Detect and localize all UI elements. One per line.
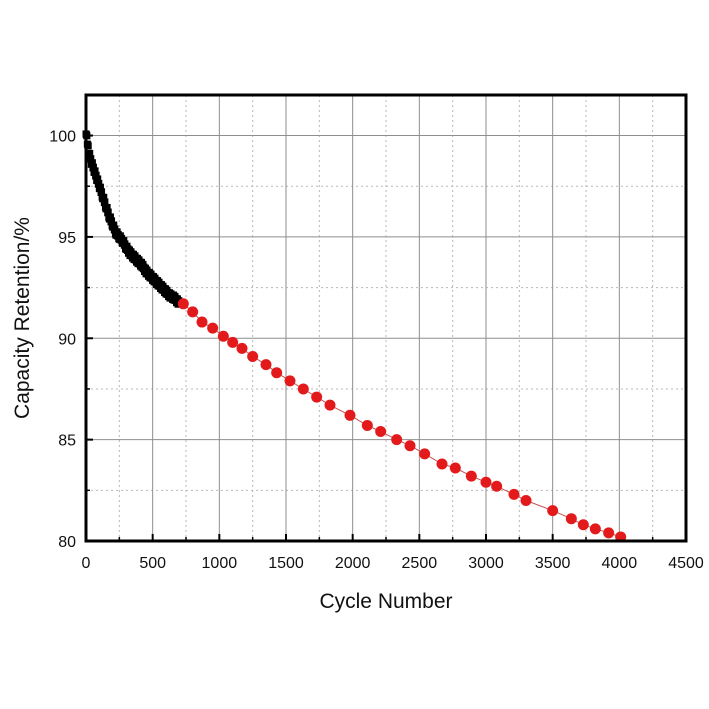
series2-point xyxy=(520,494,532,506)
series2-point xyxy=(603,527,615,539)
y-tick-label: 85 xyxy=(58,433,76,450)
series1-point xyxy=(110,221,118,229)
series2-point xyxy=(284,375,296,387)
x-tick-label: 3000 xyxy=(468,555,504,572)
series1-point xyxy=(96,183,104,191)
y-tick-label: 90 xyxy=(58,331,76,348)
grid xyxy=(85,95,687,542)
series2-point xyxy=(375,426,387,438)
x-tick-label: 2500 xyxy=(402,555,438,572)
series2-point xyxy=(247,351,259,363)
series2-point xyxy=(177,298,189,310)
series2-point xyxy=(449,462,461,474)
series2-point xyxy=(391,434,403,446)
x-axis-title: Cycle Number xyxy=(319,590,452,613)
y-axis-title: Capacity Retention/% xyxy=(11,217,34,419)
series2-point xyxy=(361,419,373,431)
tick-labels: 0 500 1000 1500 2000 2500 3000 3500 4000 4500 80 85… xyxy=(49,129,704,572)
series1-point xyxy=(104,208,112,216)
x-tick-label: 4500 xyxy=(668,555,704,572)
series2-point xyxy=(508,488,520,500)
series1-point xyxy=(101,198,109,206)
series1-point xyxy=(86,149,94,157)
series1-point xyxy=(84,142,92,150)
series1-point xyxy=(100,193,108,201)
series2-point xyxy=(311,391,323,403)
series2-point xyxy=(297,383,309,395)
series2-point xyxy=(217,330,229,342)
y-tick-label: 95 xyxy=(58,230,76,247)
series1-point xyxy=(92,171,100,179)
plot-frame xyxy=(84,93,688,543)
series2-point xyxy=(547,505,559,517)
series1-point xyxy=(89,163,97,171)
series2-point xyxy=(227,336,239,348)
series2-point xyxy=(577,519,589,531)
series2-point xyxy=(187,306,199,318)
x-tick-label: 500 xyxy=(139,555,166,572)
series1-point xyxy=(108,217,116,225)
series2-point xyxy=(344,409,356,421)
series1-point xyxy=(88,159,96,167)
series2-point xyxy=(436,458,448,470)
series2-point xyxy=(480,476,492,488)
series1-point xyxy=(106,213,114,221)
series1-point xyxy=(91,167,99,175)
x-tick-label: 0 xyxy=(82,555,91,572)
series1-point xyxy=(94,175,102,183)
series2-point xyxy=(324,399,336,411)
data-series xyxy=(82,130,627,543)
series1-point xyxy=(87,155,95,163)
series1-point xyxy=(95,179,103,187)
x-tick-label: 3500 xyxy=(535,555,571,572)
series2-point xyxy=(236,342,248,354)
series1-point xyxy=(103,203,111,211)
series1-point xyxy=(98,188,106,196)
series2-point xyxy=(196,316,208,328)
series2-point xyxy=(260,359,272,371)
series2-point xyxy=(207,322,219,334)
series2-point xyxy=(404,440,416,452)
y-tick-label: 80 xyxy=(58,534,76,551)
series2-point xyxy=(419,448,431,460)
series2-point xyxy=(565,513,577,525)
x-tick-label: 1000 xyxy=(202,555,238,572)
series2-point xyxy=(589,523,601,535)
series2-point xyxy=(271,367,283,379)
x-tick-label: 1500 xyxy=(268,555,304,572)
x-tick-label: 2000 xyxy=(335,555,371,572)
x-tick-label: 4000 xyxy=(602,555,638,572)
series2-point xyxy=(491,480,503,492)
series2-point xyxy=(465,470,477,482)
y-tick-label: 100 xyxy=(49,129,76,146)
